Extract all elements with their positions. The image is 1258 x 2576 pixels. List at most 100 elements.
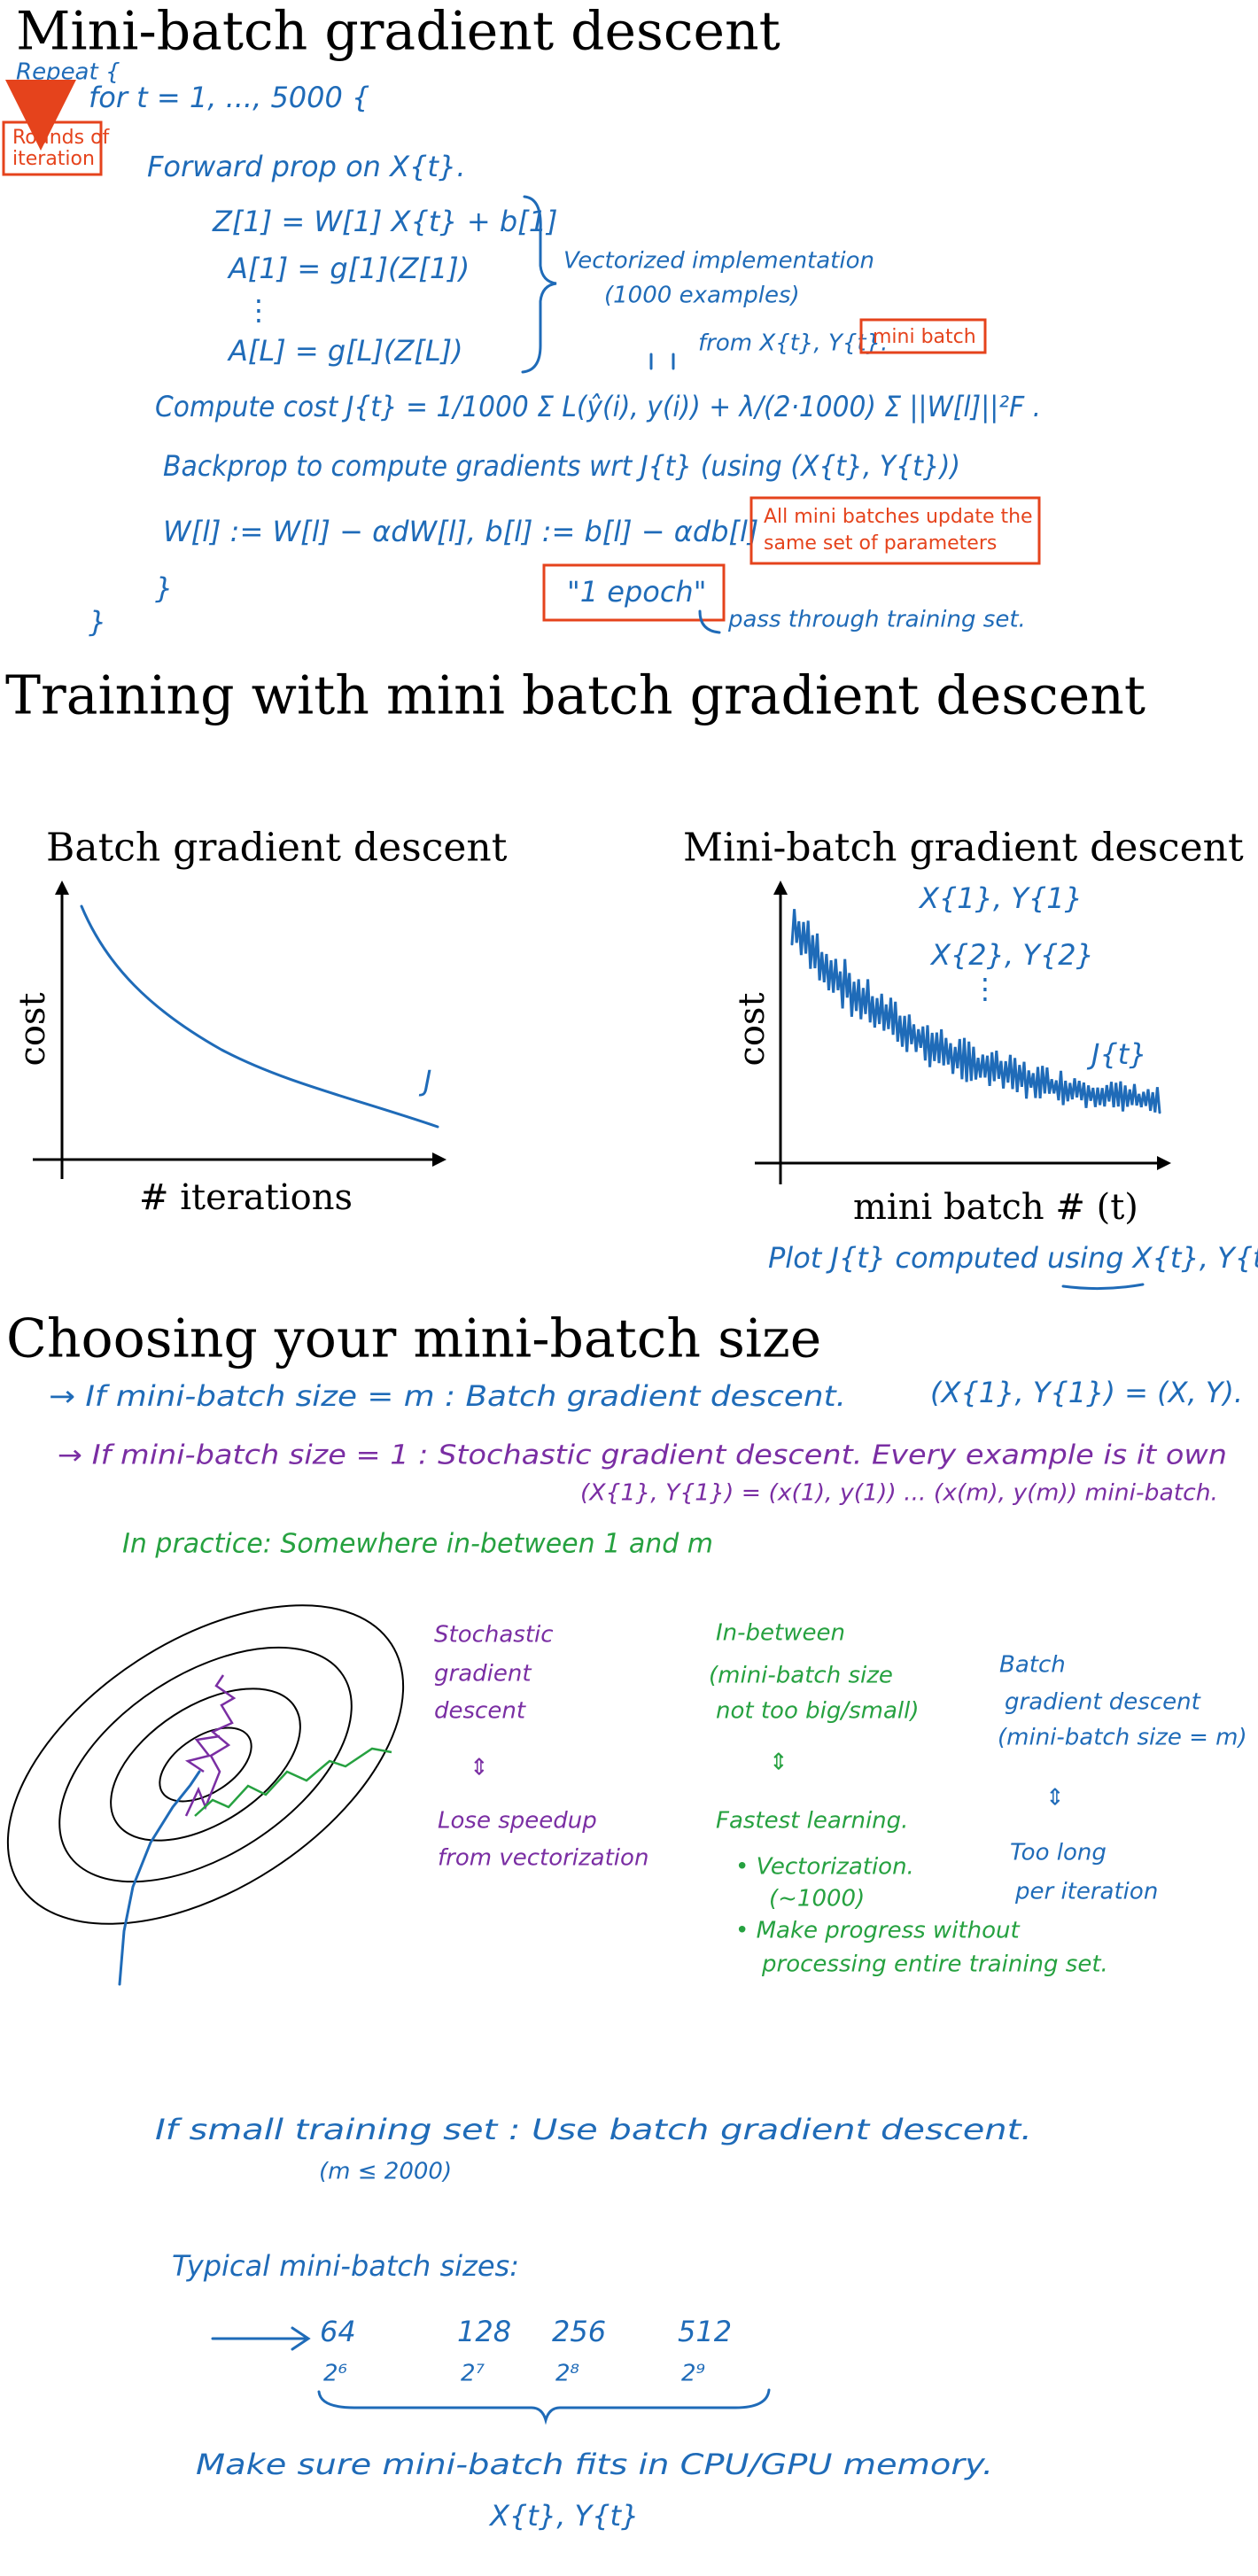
note: X{t}, Y{t} (488, 2499, 639, 2533)
note: from vectorization (438, 1845, 648, 1872)
plot-title: Batch gradient descent (46, 826, 508, 871)
callout: Rounds of (12, 127, 111, 149)
minibatch-path (194, 1747, 392, 1817)
axis-arrow (55, 881, 69, 895)
note: from X{t}, Y{t}. (698, 330, 888, 357)
brace (521, 195, 557, 374)
note: → If mini-batch size = m : Batch gradien… (49, 1379, 846, 1413)
callout-box (542, 563, 726, 622)
batch-notes: Batch gradient descent (mini-batch size = … (998, 1652, 1247, 1905)
curve-label: J{t} (1086, 1037, 1147, 1071)
power: 2⁶ (323, 2361, 347, 2387)
note: → If mini-batch size = 1 : Stochastic gr… (58, 1440, 1227, 1471)
note: Plot J{t} computed using X{t}, Y{t} (768, 1241, 1258, 1275)
cost-curve (80, 904, 439, 1129)
power: 2⁸ (555, 2361, 579, 2387)
contours (6, 1604, 405, 1925)
section-title: Choosing your mini-batch size (6, 1308, 821, 1370)
axis-label: cost (12, 992, 53, 1066)
note: Stochastic (434, 1622, 554, 1649)
contour (159, 1726, 252, 1803)
note: Too long (1010, 1840, 1107, 1866)
section-title: Mini-batch gradient descent (16, 1, 780, 63)
note: processing entire training set. (761, 1951, 1108, 1978)
axis-arrow (432, 1152, 447, 1167)
note: ⇕ (1045, 1785, 1065, 1812)
brace: } (155, 571, 173, 605)
note: X{2}, Y{2} (929, 938, 1094, 972)
contour (58, 1646, 353, 1883)
cost-curve (790, 909, 1161, 1114)
contour (110, 1688, 301, 1842)
axis-label: cost (732, 992, 773, 1066)
note: Vectorized implementation (563, 248, 874, 275)
note: In-between (716, 1620, 845, 1647)
note: Backprop to compute gradients wrt J{t} (… (163, 449, 960, 483)
note: Batch (999, 1652, 1066, 1679)
note: ⇕ (769, 1750, 788, 1776)
contour (6, 1604, 405, 1925)
note: Fastest learning. (716, 1808, 908, 1835)
callout: "1 epoch" (567, 575, 706, 609)
underline (1061, 1283, 1145, 1291)
note: descent (434, 1698, 526, 1725)
pointer (649, 353, 675, 370)
callout-box (749, 496, 1041, 565)
note: Make sure mini-batch fits in CPU/GPU mem… (196, 2448, 993, 2481)
note: per iteration (1014, 1879, 1158, 1905)
batch-size: 128 (457, 2315, 511, 2348)
batch-size: 512 (678, 2315, 732, 2348)
callout: mini batch (873, 326, 976, 348)
note: (X{1}, Y{1}) = (X, Y). (930, 1376, 1243, 1409)
equation: Z[1] = W[1] X{t} + b[1] (212, 205, 558, 238)
note: (1000 examples) (604, 283, 800, 309)
curve-label: J (418, 1064, 431, 1098)
brace (317, 2388, 771, 2425)
note: (mini-batch size (709, 1663, 893, 1689)
batch-size: 256 (552, 2315, 606, 2348)
stochastic-notes: Stochastic gradient descent ⇕ Lose speedup fr… (434, 1622, 648, 1872)
axis-label: mini batch # (t) (853, 1187, 1138, 1228)
inbetween-notes: In-between (mini-batch size not too big/sm… (709, 1620, 1108, 1978)
note: gradient (434, 1661, 532, 1688)
note: (mini-batch size = m) (998, 1725, 1247, 1751)
note: Lose speedup (438, 1808, 597, 1835)
equation: A[L] = g[L](Z[L]) (227, 334, 463, 368)
axis-label: # iterations (139, 1177, 353, 1218)
note: If small training set : Use batch gradie… (155, 2113, 1032, 2146)
power: 2⁹ (681, 2361, 705, 2387)
note: gradient descent (1005, 1689, 1201, 1716)
callout-box (859, 318, 987, 354)
equation: W[l] := W[l] − αdW[l], b[l] := b[l] − αd… (163, 515, 758, 548)
note: ⋮ (971, 972, 999, 1005)
plot-title: Mini-batch gradient descent (683, 826, 1244, 871)
stochastic-path (184, 1674, 237, 1817)
note: Forward prop on X{t}. (147, 150, 465, 183)
note: (X{1}, Y{1}) = (x(1), y(1)) ... (x(m), y… (580, 1480, 1218, 1507)
note: ⇕ (470, 1755, 489, 1781)
equation: Compute cost J{t} = 1/1000 Σ L(ŷ(i), y(i… (155, 390, 1041, 423)
note: pass through training set. (727, 607, 1026, 633)
note: In practice: Somewhere in-between 1 and … (122, 1529, 713, 1560)
batch-path (118, 1770, 201, 1986)
sizes: 64 2⁶ 128 2⁷ 256 2⁸ 512 2⁹ (320, 2315, 732, 2387)
arrow (211, 2326, 311, 2351)
note: • Make progress without (735, 1918, 1020, 1944)
callout: iteration (12, 148, 95, 170)
note: for t = 1, ..., 5000 { (89, 81, 369, 114)
callout-box (2, 120, 103, 176)
pointer (698, 609, 721, 634)
note: (m ≤ 2000) (319, 2159, 452, 2185)
note: X{1}, Y{1} (918, 881, 1083, 915)
note: (~1000) (769, 1886, 865, 1913)
section-title: Training with mini batch gradient descen… (5, 665, 1145, 727)
batch-size: 64 (320, 2315, 356, 2348)
power: 2⁷ (461, 2361, 485, 2387)
note: not too big/small) (716, 1698, 920, 1725)
callout: same set of parameters (764, 532, 997, 555)
brace: } (89, 605, 106, 639)
equation: ⋮ (245, 293, 273, 327)
